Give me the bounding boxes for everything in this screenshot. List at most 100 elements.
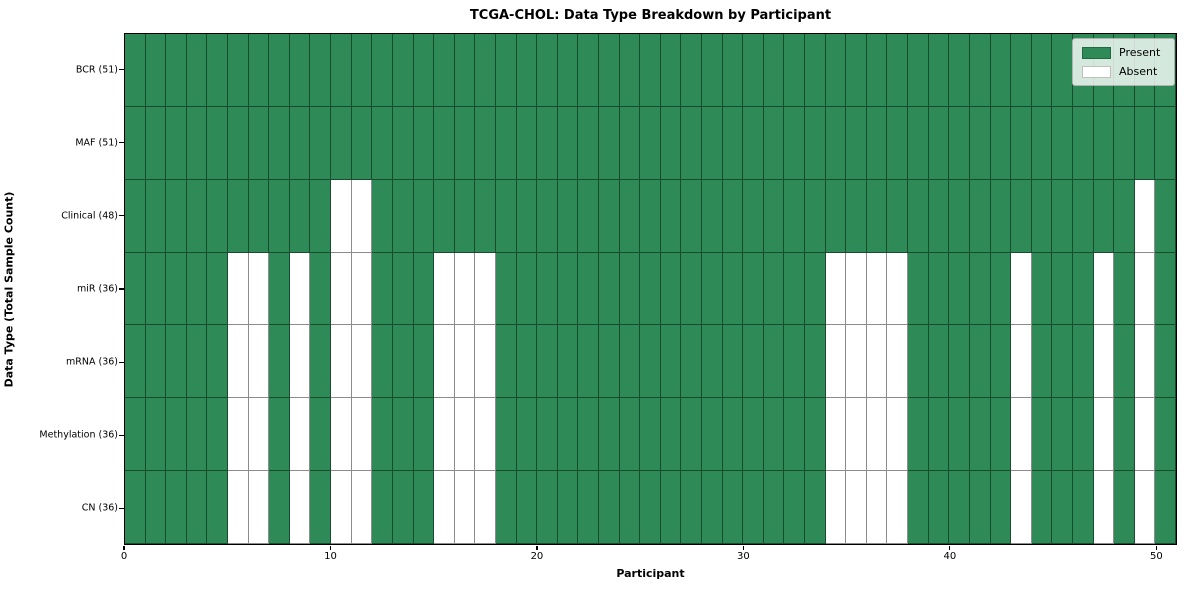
heatmap-cell xyxy=(805,325,826,399)
heatmap-cell xyxy=(1011,471,1032,544)
heatmap-cell xyxy=(372,398,393,472)
heatmap-cell xyxy=(166,34,187,107)
heatmap-cell xyxy=(969,34,991,107)
heatmap-cell xyxy=(331,179,352,253)
heatmap-cell xyxy=(805,106,826,180)
heatmap-cell xyxy=(166,325,187,399)
heatmap-cell xyxy=(1052,179,1073,253)
heatmap-cell xyxy=(825,325,847,399)
heatmap-cell xyxy=(207,471,229,544)
heatmap-cell xyxy=(495,106,517,180)
heatmap-cell xyxy=(928,34,950,107)
heatmap-cell xyxy=(640,471,661,544)
heatmap-cell xyxy=(186,471,208,544)
y-tick-mark xyxy=(119,215,124,217)
heatmap-cell xyxy=(351,398,373,472)
heatmap-cell xyxy=(434,106,455,180)
heatmap-cell xyxy=(825,398,847,472)
heatmap-cell xyxy=(743,325,764,399)
heatmap-cell xyxy=(598,34,620,107)
heatmap-cell xyxy=(640,34,661,107)
heatmap-cell xyxy=(1114,398,1135,472)
heatmap-cell xyxy=(1072,106,1094,180)
heatmap-cell xyxy=(372,34,393,107)
heatmap-cell xyxy=(537,252,558,326)
heatmap-cell xyxy=(248,34,270,107)
heatmap-cell xyxy=(949,34,970,107)
heatmap-cell xyxy=(722,471,744,544)
heatmap-cell xyxy=(866,252,888,326)
heatmap-cell xyxy=(1114,106,1135,180)
heatmap-cell xyxy=(351,106,373,180)
heatmap-cell xyxy=(990,179,1012,253)
heatmap-cell xyxy=(372,471,393,544)
heatmap-cell xyxy=(413,34,435,107)
x-tick-label: 0 xyxy=(120,551,128,562)
heatmap-cell xyxy=(516,325,538,399)
heatmap-cell xyxy=(331,34,352,107)
heatmap-cell xyxy=(166,398,187,472)
heatmap-cell xyxy=(763,252,785,326)
heatmap-cell xyxy=(248,325,270,399)
heatmap-cell xyxy=(454,325,476,399)
heatmap-cell xyxy=(866,179,888,253)
heatmap-cell xyxy=(846,179,867,253)
heatmap-cell xyxy=(557,398,579,472)
heatmap-cell xyxy=(887,325,909,399)
chart-title: TCGA-CHOL: Data Type Breakdown by Partic… xyxy=(469,8,832,23)
heatmap-cell xyxy=(928,398,950,472)
heatmap-cell xyxy=(1011,34,1032,107)
heatmap-cell xyxy=(413,252,435,326)
heatmap-cell xyxy=(516,179,538,253)
heatmap-cell xyxy=(392,34,414,107)
heatmap-cell xyxy=(908,179,929,253)
heatmap-cell xyxy=(125,398,146,472)
heatmap-cell xyxy=(1134,471,1156,544)
heatmap-cell xyxy=(557,325,579,399)
heatmap-cell xyxy=(269,471,290,544)
heatmap-cell xyxy=(434,471,455,544)
heatmap-cell xyxy=(495,325,517,399)
heatmap-cell xyxy=(207,179,229,253)
y-tick-label: BCR (51) xyxy=(75,64,118,76)
heatmap-cell xyxy=(722,325,744,399)
heatmap-cell xyxy=(681,106,703,180)
heatmap-cell xyxy=(722,179,744,253)
y-tick-mark xyxy=(119,361,124,363)
heatmap-cell xyxy=(1155,106,1176,180)
heatmap-cell xyxy=(351,471,373,544)
heatmap-cell xyxy=(681,252,703,326)
heatmap-cell xyxy=(722,34,744,107)
heatmap-cell xyxy=(702,252,723,326)
heatmap-cell xyxy=(619,252,641,326)
y-tick-label: CN (36) xyxy=(81,502,118,514)
heatmap-cell xyxy=(413,106,435,180)
heatmap-cell xyxy=(1011,325,1032,399)
heatmap-cell xyxy=(310,34,332,107)
heatmap-cell xyxy=(969,325,991,399)
heatmap-cell xyxy=(1114,471,1135,544)
heatmap-cell xyxy=(413,179,435,253)
heatmap-cell xyxy=(866,106,888,180)
heatmap-cell xyxy=(125,34,146,107)
heatmap-cell xyxy=(578,325,599,399)
heatmap-cell xyxy=(1072,398,1094,472)
heatmap-cell xyxy=(454,398,476,472)
heatmap-cell xyxy=(1114,325,1135,399)
heatmap-cell xyxy=(887,179,909,253)
heatmap-cell xyxy=(310,398,332,472)
y-tick-mark xyxy=(119,434,124,436)
heatmap-cell xyxy=(289,34,311,107)
y-tick-label: Clinical (48) xyxy=(61,210,118,222)
heatmap-cell xyxy=(1031,252,1053,326)
heatmap-cell xyxy=(413,471,435,544)
heatmap-cell xyxy=(331,325,352,399)
heatmap-cell xyxy=(145,106,167,180)
absent-swatch-icon xyxy=(1082,65,1111,78)
heatmap-cell xyxy=(434,252,455,326)
heatmap-cell xyxy=(248,106,270,180)
x-tick-label: 10 xyxy=(324,551,337,562)
heatmap-cell xyxy=(1134,106,1156,180)
y-tick-label: mRNA (36) xyxy=(66,356,118,368)
heatmap-cell xyxy=(846,398,867,472)
